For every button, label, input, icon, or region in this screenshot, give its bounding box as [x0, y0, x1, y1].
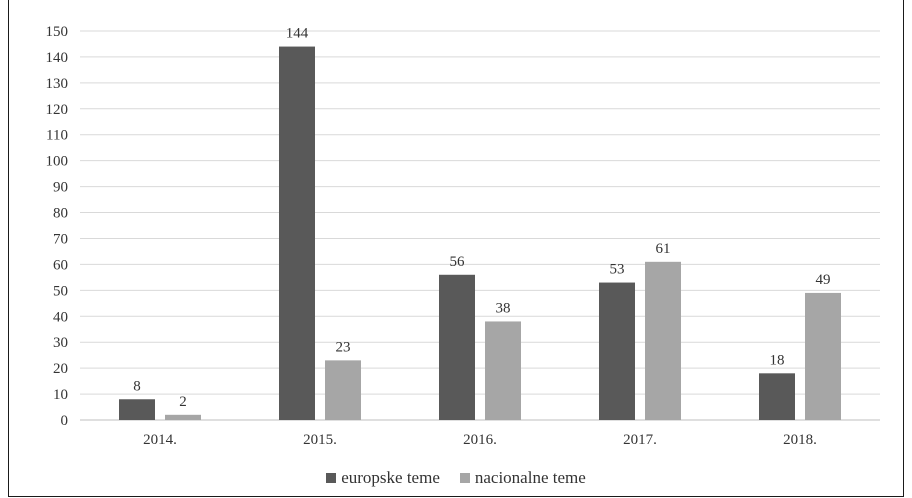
data-label: 61 — [656, 241, 671, 257]
x-tick-label: 2015. — [303, 432, 337, 448]
x-tick-label: 2018. — [783, 432, 817, 448]
legend-label: europske teme — [341, 468, 440, 487]
y-tick-label: 150 — [46, 24, 69, 40]
y-tick-label: 90 — [53, 180, 68, 196]
y-tick-label: 10 — [53, 387, 68, 403]
y-tick-label: 0 — [61, 413, 69, 429]
data-label: 8 — [133, 378, 141, 394]
bar — [485, 321, 521, 420]
y-tick-label: 20 — [53, 361, 68, 377]
data-label: 49 — [816, 272, 831, 288]
x-tick-label: 2017. — [623, 432, 657, 448]
bar — [119, 399, 155, 420]
y-tick-label: 60 — [53, 257, 68, 273]
bar — [439, 274, 475, 420]
bar — [165, 414, 201, 420]
y-tick-label: 30 — [53, 335, 68, 351]
legend-swatch — [459, 473, 470, 483]
y-tick-label: 130 — [46, 76, 69, 92]
bar-chart: 0 10 20 30 40 50 60 70 80 90 100 110 120 130 140 150 8 2 2… — [46, 24, 880, 448]
y-tick-label: 110 — [46, 128, 68, 144]
bar — [645, 261, 681, 420]
y-tick-label: 120 — [46, 102, 69, 118]
data-label: 56 — [450, 254, 466, 270]
bar — [759, 373, 795, 420]
y-tick-label: 70 — [53, 231, 68, 247]
data-label: 2 — [179, 394, 187, 410]
data-label: 38 — [496, 300, 511, 316]
y-tick-label: 80 — [53, 206, 68, 222]
data-label: 53 — [610, 262, 625, 278]
bar — [325, 360, 361, 420]
legend-item: nacionalne teme — [459, 468, 586, 488]
bar — [599, 282, 635, 420]
data-label: 144 — [286, 26, 309, 42]
legend-swatch — [326, 473, 337, 483]
x-tick-label: 2014. — [143, 432, 177, 448]
bar — [279, 46, 315, 421]
legend-label: nacionalne teme — [474, 468, 586, 487]
y-tick-label: 140 — [46, 50, 69, 66]
y-tick-label: 50 — [53, 283, 68, 299]
y-tick-label: 40 — [53, 309, 68, 325]
legend-item: europske teme — [326, 468, 440, 488]
y-tick-label: 100 — [46, 154, 69, 170]
bar — [805, 292, 841, 420]
data-label: 18 — [770, 352, 785, 368]
x-tick-label: 2016. — [463, 432, 497, 448]
data-label: 23 — [336, 339, 351, 355]
legend: europske teme nacionalne teme — [0, 466, 912, 490]
